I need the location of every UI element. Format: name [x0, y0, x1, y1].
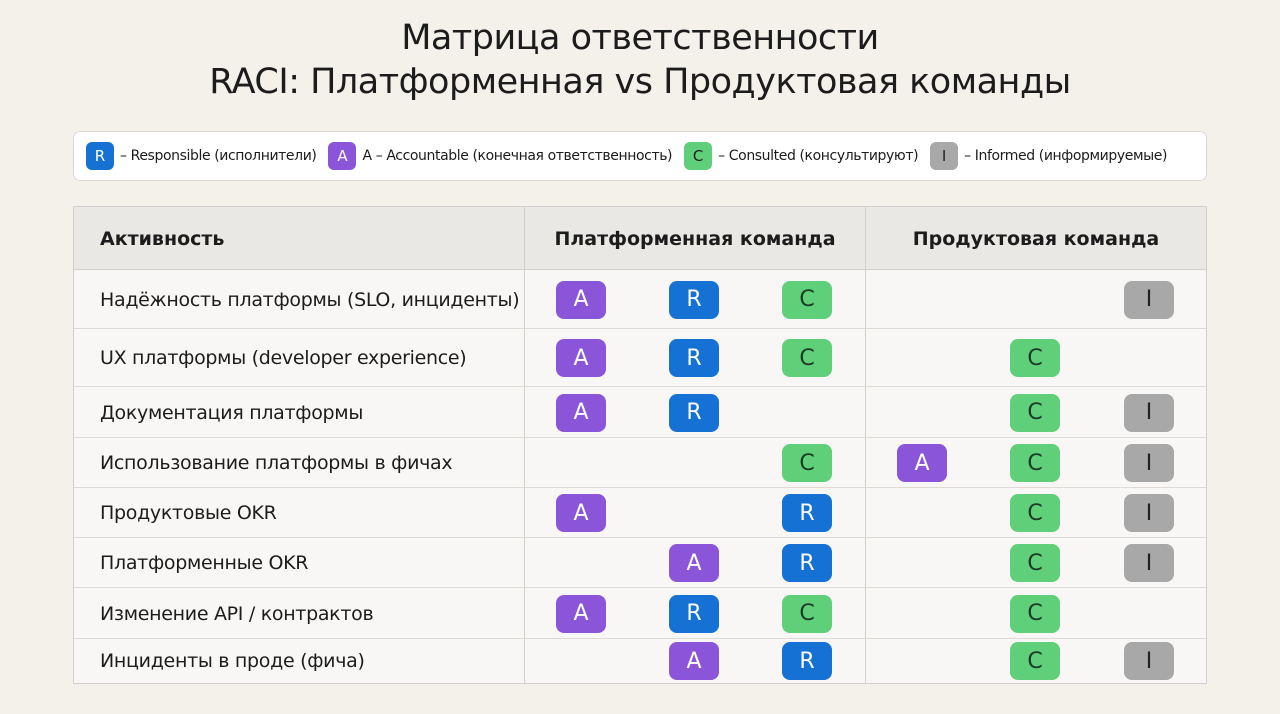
- page-title: Матрица ответственности RACI: Платформен…: [0, 16, 1280, 104]
- product-raci-badge: C: [1010, 544, 1060, 582]
- table-row: UX платформы (developer experience) A R C C: [74, 329, 1206, 387]
- legend-text: – Consulted (консультируют): [718, 148, 919, 164]
- product-raci-badge: I: [1124, 444, 1174, 482]
- legend-badge: A: [328, 142, 357, 170]
- product-raci-badge: I: [1124, 544, 1174, 582]
- platform-raci-badge: C: [782, 594, 832, 633]
- title-line-1: Матрица ответственности: [401, 18, 879, 58]
- legend-text: – Responsible (исполнители): [120, 148, 317, 164]
- platform-raci-badge: R: [669, 594, 719, 633]
- column-divider: [865, 207, 866, 683]
- row-divider: [74, 487, 1206, 488]
- column-divider: [524, 207, 525, 683]
- raci-table: Активность Платформенная команда Продукт…: [73, 206, 1207, 684]
- table-row: Изменение API / контрактов A R C C: [74, 588, 1206, 639]
- product-raci-badge: A: [897, 444, 947, 482]
- platform-raci-badge: A: [556, 494, 606, 532]
- platform-raci-badge: R: [669, 280, 719, 319]
- legend-badge: C: [684, 142, 713, 170]
- table-row: Использование платформы в фичах C A C I: [74, 438, 1206, 488]
- platform-raci-badge: C: [782, 280, 832, 319]
- platform-raci-badge: C: [782, 339, 832, 377]
- product-raci-badge: C: [1010, 339, 1060, 377]
- platform-raci-badge: R: [782, 642, 832, 680]
- header-activity: Активность: [100, 227, 225, 250]
- legend-item: R – Responsible (исполнители): [86, 142, 317, 170]
- activity-label: Документация платформы: [100, 401, 364, 424]
- header-platform-team: Платформенная команда: [554, 227, 836, 250]
- table-row: Платформенные OKR A R C I: [74, 538, 1206, 588]
- platform-raci-badge: A: [556, 594, 606, 633]
- product-raci-badge: C: [1010, 393, 1060, 432]
- product-raci-badge: I: [1124, 642, 1174, 680]
- header-product-team: Продуктовая команда: [912, 227, 1160, 250]
- activity-label: Продуктовые OKR: [100, 502, 277, 524]
- activity-label: Использование платформы в фичах: [100, 452, 453, 474]
- platform-raci-badge: A: [669, 544, 719, 582]
- legend-item: C – Consulted (консультируют): [684, 142, 919, 170]
- raci-legend: R – Responsible (исполнители) A A – Account…: [73, 131, 1207, 181]
- row-divider: [74, 328, 1206, 329]
- row-divider: [74, 638, 1206, 639]
- table-row: Инциденты в проде (фича) A R C I: [74, 639, 1206, 683]
- legend-text: A – Accountable (конечная ответственност…: [362, 148, 673, 164]
- activity-label: Изменение API / контрактов: [100, 602, 374, 625]
- title-line-2: RACI: Платформенная vs Продуктовая коман…: [209, 62, 1071, 102]
- platform-raci-badge: A: [556, 393, 606, 432]
- activity-label: Надёжность платформы (SLO, инциденты): [100, 288, 520, 311]
- product-raci-badge: I: [1124, 494, 1174, 532]
- legend-badge: I: [930, 142, 959, 170]
- activity-label: Инциденты в проде (фича): [100, 650, 365, 672]
- platform-raci-badge: R: [669, 393, 719, 432]
- row-divider: [74, 437, 1206, 438]
- row-divider: [74, 537, 1206, 538]
- table-row: Продуктовые OKR A R C I: [74, 488, 1206, 538]
- table-header: Активность Платформенная команда Продукт…: [74, 207, 1206, 270]
- platform-raci-badge: A: [669, 642, 719, 680]
- table-row: Надёжность платформы (SLO, инциденты) A R C…: [74, 270, 1206, 329]
- legend-item: I – Informed (информируемые): [930, 142, 1167, 170]
- platform-raci-badge: R: [669, 339, 719, 377]
- legend-item: A A – Accountable (конечная ответственнос…: [328, 142, 673, 170]
- platform-raci-badge: C: [782, 444, 832, 482]
- platform-raci-badge: A: [556, 280, 606, 319]
- legend-badge: R: [86, 142, 114, 170]
- row-divider: [74, 386, 1206, 387]
- platform-raci-badge: A: [556, 339, 606, 377]
- platform-raci-badge: R: [782, 544, 832, 582]
- product-raci-badge: I: [1124, 393, 1174, 432]
- product-raci-badge: C: [1010, 594, 1060, 633]
- legend-text: – Informed (информируемые): [964, 148, 1168, 164]
- row-divider: [74, 587, 1206, 588]
- activity-label: UX платформы (developer experience): [100, 347, 467, 369]
- table-row: Документация платформы A R C I: [74, 387, 1206, 438]
- product-raci-badge: I: [1124, 280, 1174, 319]
- platform-raci-badge: R: [782, 494, 832, 532]
- activity-label: Платформенные OKR: [100, 552, 309, 574]
- product-raci-badge: C: [1010, 642, 1060, 680]
- product-raci-badge: C: [1010, 444, 1060, 482]
- product-raci-badge: C: [1010, 494, 1060, 532]
